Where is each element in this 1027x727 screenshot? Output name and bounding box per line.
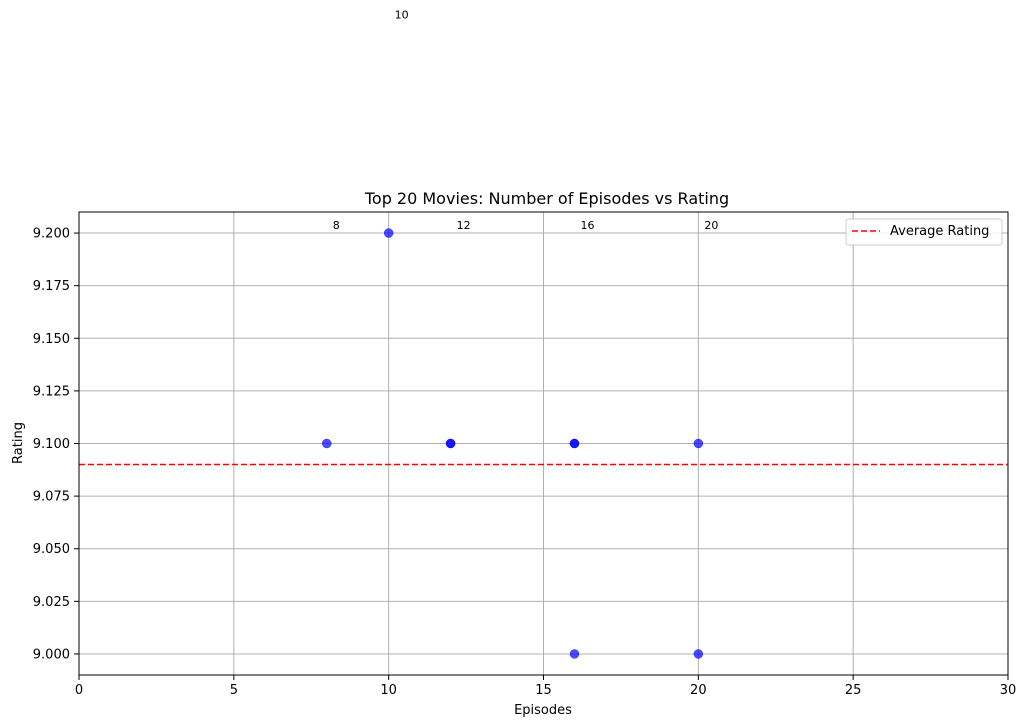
legend-label-average-rating: Average Rating <box>890 224 989 239</box>
y-tick-label: 9.000 <box>33 647 70 662</box>
y-tick-label: 9.075 <box>33 490 70 505</box>
data-points <box>321 228 704 659</box>
data-point <box>569 438 580 449</box>
y-axis-ticks: 9.000 9.025 9.050 9.075 9.100 9.125 9.150 9.175… <box>33 227 79 662</box>
data-point <box>445 438 456 449</box>
x-tick-label: 10 <box>380 683 397 698</box>
y-tick-label: 9.050 <box>33 542 70 557</box>
x-tick-label: 25 <box>845 683 862 698</box>
x-tick-label: 30 <box>1000 683 1017 698</box>
point-annotation: 20 <box>704 219 718 232</box>
data-point <box>693 649 704 659</box>
x-tick-label: 5 <box>230 683 238 698</box>
point-annotation: 12 <box>457 219 471 232</box>
x-tick-label: 15 <box>535 683 552 698</box>
chart-title: Top 20 Movies: Number of Episodes vs Rat… <box>364 189 729 208</box>
point-annotations: 8 10 12 16 20 <box>333 9 719 232</box>
y-axis-title: Rating <box>11 422 26 464</box>
point-annotation: 10 <box>395 9 409 22</box>
y-tick-label: 9.150 <box>33 332 70 347</box>
point-annotation: 8 <box>333 219 340 232</box>
data-point <box>569 649 580 659</box>
point-annotation: 16 <box>580 219 594 232</box>
x-tick-label: 20 <box>690 683 707 698</box>
y-tick-label: 9.025 <box>33 595 70 610</box>
x-tick-label: 0 <box>75 683 83 698</box>
legend: Average Rating <box>845 218 1003 246</box>
legend-box <box>845 218 1003 246</box>
data-point <box>321 438 332 449</box>
y-tick-label: 9.125 <box>33 384 70 399</box>
data-point <box>383 228 394 238</box>
data-point <box>693 438 704 449</box>
y-tick-label: 9.175 <box>33 279 70 294</box>
grid-lines <box>78 212 1009 675</box>
x-axis-ticks: 0 5 10 15 20 25 30 <box>75 675 1016 698</box>
y-tick-label: 9.200 <box>33 227 70 242</box>
x-axis-title: Episodes <box>514 703 572 718</box>
y-tick-label: 9.100 <box>33 437 70 452</box>
